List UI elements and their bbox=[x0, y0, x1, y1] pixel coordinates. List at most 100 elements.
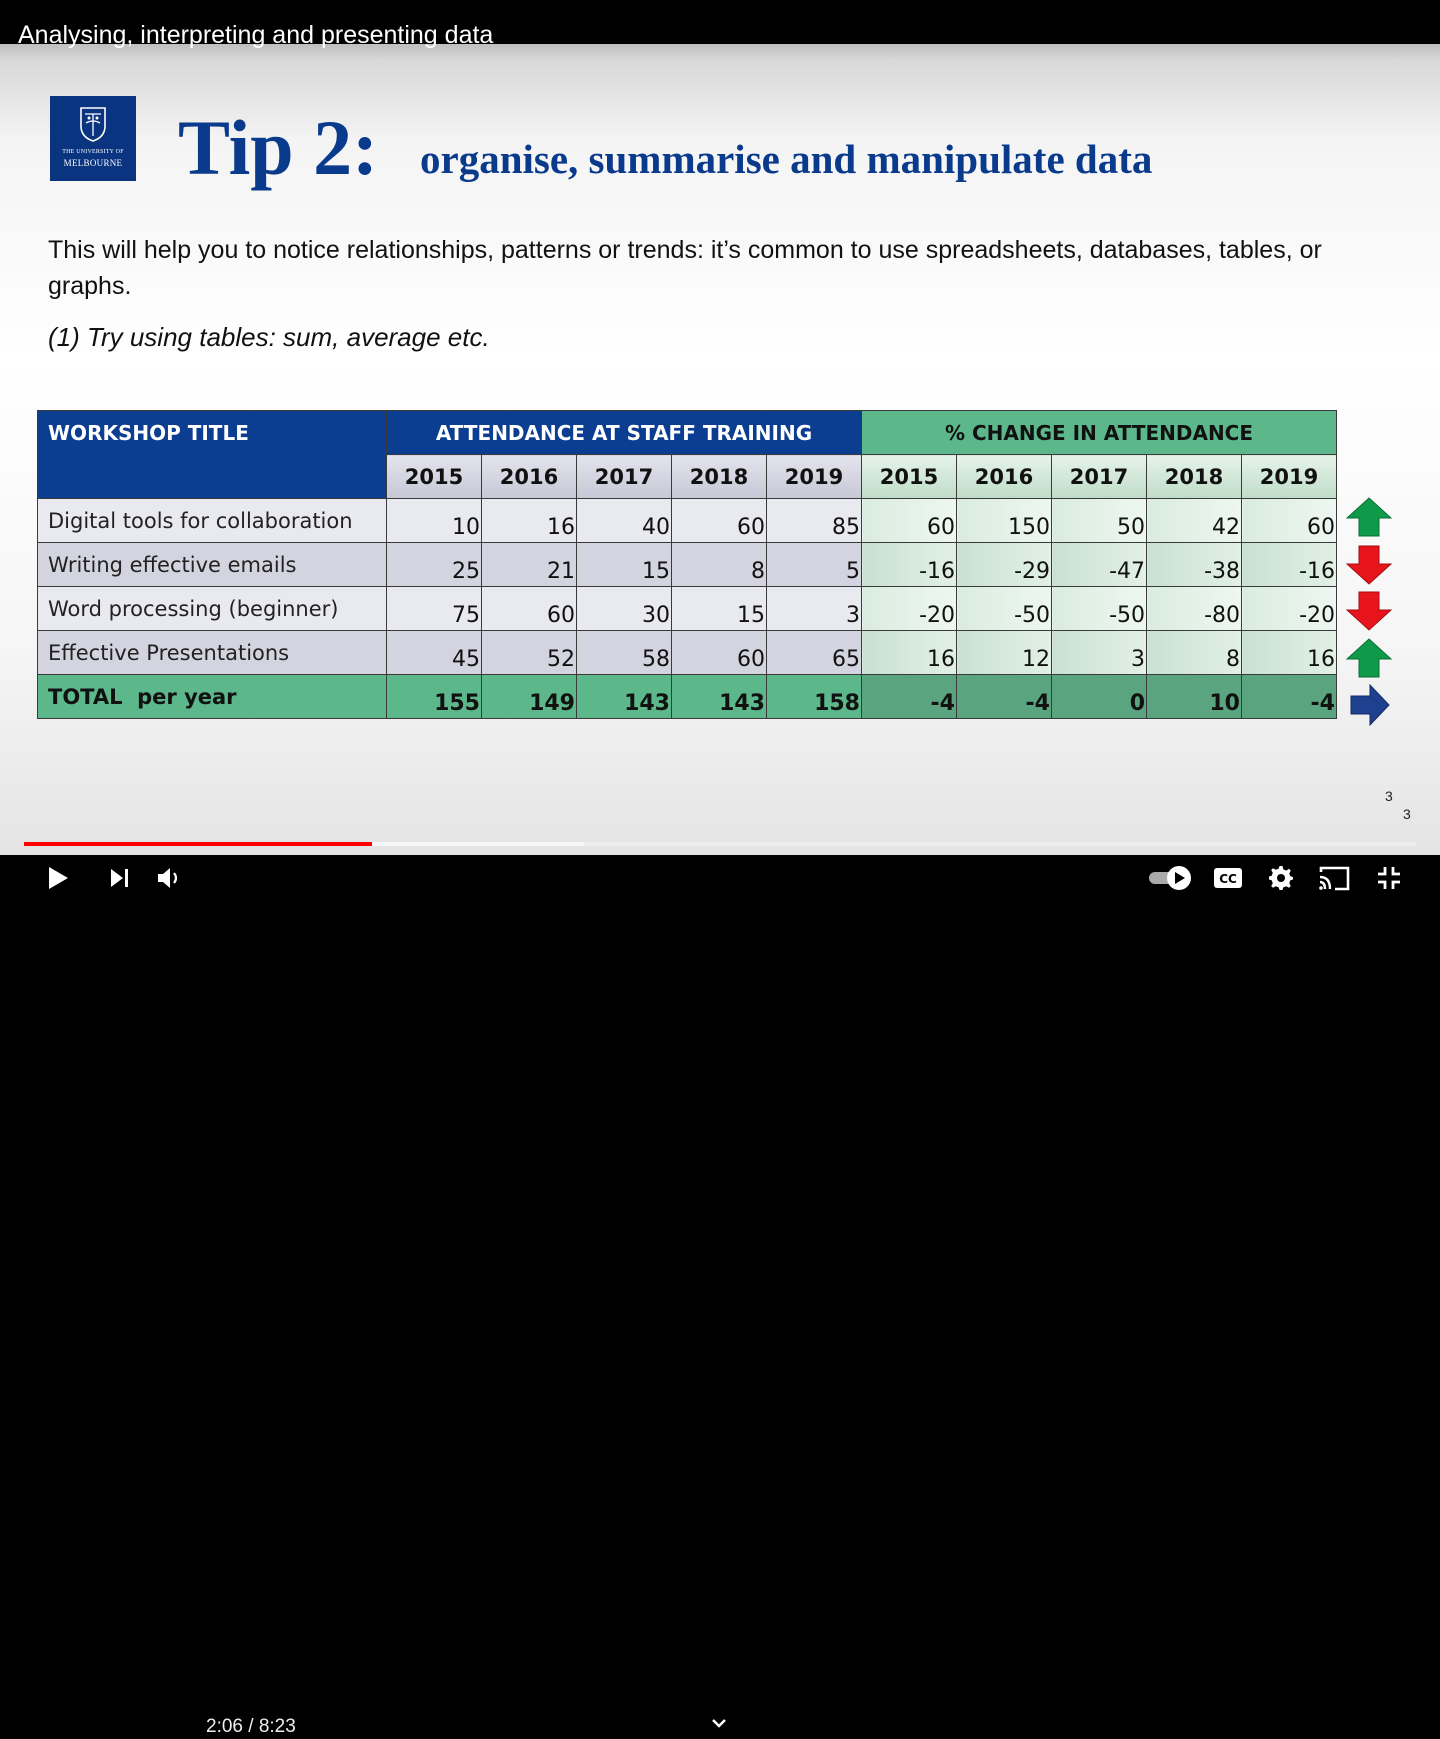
arrow-right-icon bbox=[1350, 684, 1390, 726]
year-header: 2015 bbox=[861, 454, 957, 499]
change-cell: -47 bbox=[1051, 542, 1147, 587]
crest-icon bbox=[80, 107, 106, 142]
total-change-cell: -4 bbox=[956, 674, 1052, 719]
attendance-cell: 75 bbox=[386, 586, 482, 631]
attendance-cell: 60 bbox=[671, 630, 767, 675]
change-cell: -20 bbox=[1241, 586, 1337, 631]
university-logo: THE UNIVERSITY OF MELBOURNE bbox=[50, 96, 136, 181]
chevron-down-icon bbox=[712, 1719, 726, 1728]
settings-icon bbox=[1269, 865, 1293, 890]
svg-text:CC: CC bbox=[1219, 872, 1237, 886]
subtitles-icon: CC bbox=[1214, 867, 1242, 888]
progress-played bbox=[24, 842, 372, 846]
change-cell: 50 bbox=[1051, 498, 1147, 543]
change-cell: -16 bbox=[861, 542, 957, 587]
cast-button[interactable] bbox=[1314, 855, 1354, 900]
total-attendance-cell: 155 bbox=[386, 674, 482, 719]
arrow-down-icon bbox=[1346, 591, 1392, 631]
attendance-cell: 10 bbox=[386, 498, 482, 543]
slide-tip-line: (1) Try using tables: sum, average etc. bbox=[48, 322, 490, 352]
total-change-cell: -4 bbox=[861, 674, 957, 719]
exit-fullscreen-icon bbox=[1378, 866, 1400, 889]
attendance-table: WORKSHOP TITLE ATTENDANCE AT STAFF TRAIN… bbox=[37, 410, 1337, 719]
arrow-up-icon bbox=[1346, 638, 1392, 678]
change-cell: -38 bbox=[1146, 542, 1242, 587]
slide-number: 3 bbox=[1385, 788, 1393, 804]
year-header: 2016 bbox=[956, 454, 1052, 499]
attendance-cell: 25 bbox=[386, 542, 482, 587]
change-cell: 60 bbox=[861, 498, 957, 543]
change-cell: -80 bbox=[1146, 586, 1242, 631]
change-cell: 3 bbox=[1051, 630, 1147, 675]
year-header: 2015 bbox=[386, 454, 482, 499]
year-header: 2019 bbox=[766, 454, 862, 499]
table-row: Effective Presentations 45 52 58 60 65 1… bbox=[37, 630, 1337, 675]
volume-button[interactable] bbox=[152, 855, 188, 900]
attendance-cell: 15 bbox=[576, 542, 672, 587]
row-label: Digital tools for collaboration bbox=[37, 498, 387, 543]
change-cell: -16 bbox=[1241, 542, 1337, 587]
attendance-cell: 16 bbox=[481, 498, 577, 543]
volume-icon bbox=[158, 867, 178, 888]
table-row: Digital tools for collaboration 10 16 40… bbox=[37, 498, 1337, 543]
year-header: 2017 bbox=[576, 454, 672, 499]
change-cell: 60 bbox=[1241, 498, 1337, 543]
exit-fullscreen-button[interactable] bbox=[1370, 855, 1408, 900]
video-title-bar: Analysing, interpreting and presenting d… bbox=[0, 0, 1440, 49]
attendance-cell: 8 bbox=[671, 542, 767, 587]
table-row: Writing effective emails 25 21 15 8 5 -1… bbox=[37, 542, 1337, 587]
change-cell: 42 bbox=[1146, 498, 1242, 543]
slide-number: 3 bbox=[1403, 806, 1411, 822]
chapters-button[interactable] bbox=[708, 1712, 730, 1739]
logo-line-2: MELBOURNE bbox=[63, 158, 123, 168]
attendance-cell: 30 bbox=[576, 586, 672, 631]
attendance-cell: 60 bbox=[481, 586, 577, 631]
progress-bar[interactable] bbox=[24, 842, 1416, 846]
change-cell: -29 bbox=[956, 542, 1052, 587]
total-change-cell: 10 bbox=[1146, 674, 1242, 719]
video-title[interactable]: Analysing, interpreting and presenting d… bbox=[18, 21, 494, 49]
slide-heading: Tip 2: bbox=[178, 104, 379, 191]
cast-icon bbox=[1319, 866, 1350, 890]
attendance-cell: 65 bbox=[766, 630, 862, 675]
subtitles-button[interactable]: CC bbox=[1208, 855, 1248, 900]
total-change-cell: 0 bbox=[1051, 674, 1147, 719]
attendance-cell: 3 bbox=[766, 586, 862, 631]
row-label: Writing effective emails bbox=[37, 542, 387, 587]
player-controls: 2:06 / 8:23 CC bbox=[0, 855, 1440, 1737]
slide-subheading: organise, summarise and manipulate data bbox=[420, 136, 1153, 182]
slide-intro-text: This will help you to notice relationshi… bbox=[48, 236, 1322, 300]
attendance-cell: 60 bbox=[671, 498, 767, 543]
attendance-cell: 45 bbox=[386, 630, 482, 675]
attendance-cell: 85 bbox=[766, 498, 862, 543]
time-display: 2:06 / 8:23 bbox=[206, 1716, 296, 1737]
header-attendance: ATTENDANCE AT STAFF TRAINING bbox=[386, 410, 862, 455]
attendance-cell: 52 bbox=[481, 630, 577, 675]
year-header: 2017 bbox=[1051, 454, 1147, 499]
total-attendance-cell: 158 bbox=[766, 674, 862, 719]
arrow-down-icon bbox=[1346, 545, 1392, 585]
table-row: Word processing (beginner) 75 60 30 15 3… bbox=[37, 586, 1337, 631]
video-frame[interactable]: THE UNIVERSITY OF MELBOURNE Tip 2: organ… bbox=[0, 0, 1440, 855]
attendance-cell: 15 bbox=[671, 586, 767, 631]
total-attendance-cell: 143 bbox=[576, 674, 672, 719]
attendance-cell: 40 bbox=[576, 498, 672, 543]
attendance-cell: 5 bbox=[766, 542, 862, 587]
logo-line-1: THE UNIVERSITY OF bbox=[62, 149, 124, 155]
autoplay-toggle[interactable] bbox=[1146, 855, 1194, 900]
total-label: TOTAL per year bbox=[37, 674, 387, 719]
play-icon bbox=[49, 866, 68, 889]
year-header: 2018 bbox=[671, 454, 767, 499]
change-cell: 150 bbox=[956, 498, 1052, 543]
row-label: Word processing (beginner) bbox=[37, 586, 387, 631]
header-percent-change: % CHANGE IN ATTENDANCE bbox=[861, 410, 1337, 455]
autoplay-toggle-icon bbox=[1149, 865, 1191, 890]
play-button[interactable] bbox=[40, 855, 76, 900]
change-cell: 12 bbox=[956, 630, 1052, 675]
total-attendance-cell: 149 bbox=[481, 674, 577, 719]
next-button[interactable] bbox=[102, 855, 138, 900]
change-cell: -20 bbox=[861, 586, 957, 631]
settings-button[interactable] bbox=[1262, 855, 1300, 900]
attendance-cell: 21 bbox=[481, 542, 577, 587]
total-attendance-cell: 143 bbox=[671, 674, 767, 719]
